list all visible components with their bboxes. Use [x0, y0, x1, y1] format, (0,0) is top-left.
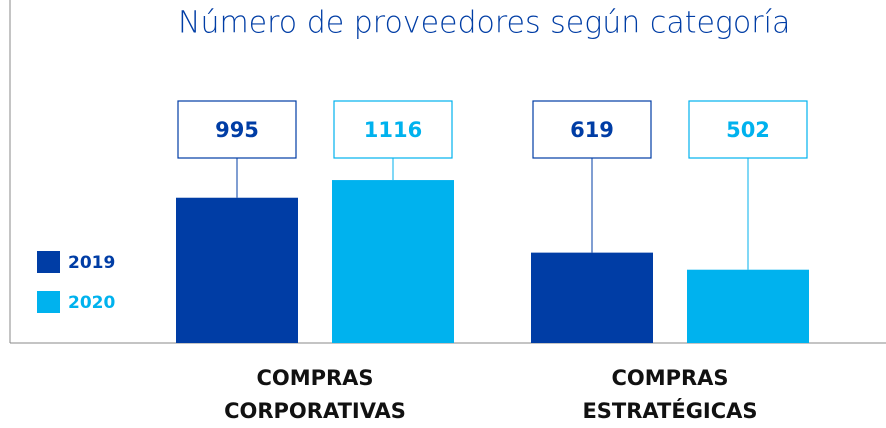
value-box [688, 100, 808, 159]
legend-label: 2020 [68, 293, 115, 313]
legend-label: 2019 [68, 253, 115, 273]
data-label: 1116 [364, 118, 422, 142]
category-label: COMPRAS ESTRATÉGICAS [582, 366, 758, 423]
bar [176, 197, 298, 343]
legend-swatch [37, 251, 60, 273]
legend-swatch [37, 291, 60, 313]
chart-title: Número de proveedores según categoría [178, 6, 790, 41]
value-box [177, 100, 297, 159]
bar [687, 269, 809, 343]
data-label: 502 [726, 118, 770, 142]
bar [332, 180, 454, 343]
value-box [333, 100, 453, 159]
value-box [532, 100, 652, 159]
category-label: COMPRAS CORPORATIVAS [224, 366, 406, 423]
data-label: 619 [570, 118, 614, 142]
data-label: 995 [215, 118, 259, 142]
bar [531, 252, 653, 343]
